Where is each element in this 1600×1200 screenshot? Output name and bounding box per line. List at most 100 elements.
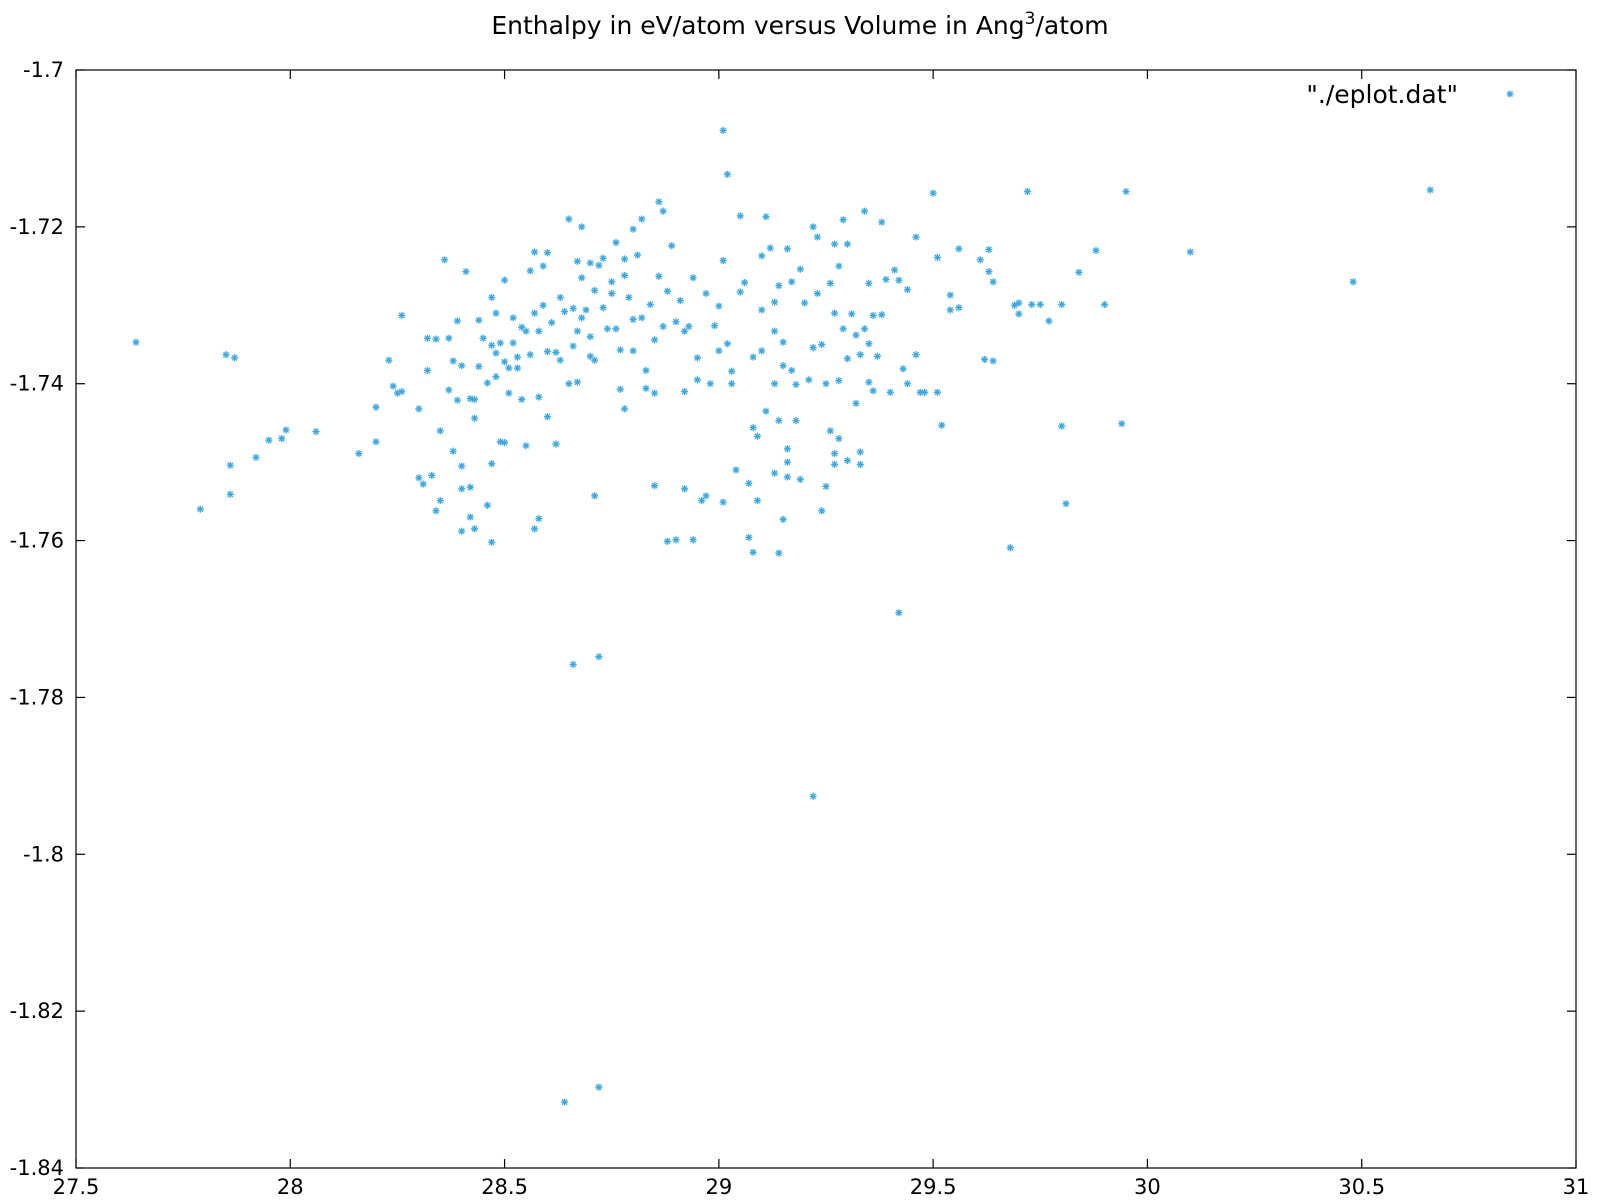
data-point: [719, 126, 727, 134]
data-point: [980, 355, 989, 364]
data-point: [813, 289, 822, 298]
data-point: [552, 440, 560, 448]
data-point: [509, 314, 517, 322]
data-point: [586, 333, 594, 341]
data-point: [749, 548, 757, 556]
data-point: [685, 322, 693, 331]
data-point: [599, 254, 607, 262]
data-point: [818, 507, 826, 515]
data-point: [513, 353, 522, 361]
data-point: [398, 311, 406, 320]
data-point: [650, 389, 659, 397]
data-point: [633, 251, 642, 259]
data-point: [1186, 248, 1194, 256]
data-point: [466, 513, 474, 521]
y-tick-label: -1.84: [10, 1156, 64, 1180]
data-point: [830, 449, 839, 458]
data-point: [509, 339, 517, 347]
data-point: [766, 244, 774, 252]
data-point: [603, 325, 612, 333]
x-tick-label: 28: [277, 1175, 304, 1199]
data-point: [608, 278, 616, 286]
data-point: [869, 311, 877, 320]
data-point: [569, 342, 577, 350]
data-point: [1006, 544, 1014, 552]
data-point: [728, 367, 736, 375]
data-point: [740, 278, 749, 287]
data-point: [989, 278, 997, 286]
y-tick-label: -1.76: [10, 529, 64, 553]
data-point: [569, 304, 577, 313]
data-point: [796, 265, 804, 273]
data-point: [458, 362, 466, 370]
data-point: [608, 289, 616, 298]
data-point: [518, 395, 526, 403]
data-point: [522, 442, 530, 450]
data-point: [809, 792, 817, 800]
data-point: [423, 366, 432, 374]
data-point: [436, 496, 444, 505]
data-point: [929, 189, 937, 197]
data-point: [895, 276, 903, 284]
data-point: [783, 445, 792, 453]
data-point: [758, 252, 766, 260]
data-point: [822, 380, 830, 388]
data-point: [668, 242, 676, 250]
data-point: [659, 207, 667, 215]
y-tick-label: -1.74: [10, 372, 64, 396]
data-point: [1015, 299, 1023, 307]
data-point: [595, 261, 603, 269]
data-point: [680, 387, 689, 396]
data-point: [453, 317, 462, 325]
data-point: [779, 515, 787, 523]
y-tick-label: -1.8: [23, 842, 64, 866]
data-point: [569, 660, 577, 669]
data-point: [573, 327, 582, 335]
data-point: [282, 426, 290, 434]
data-point: [839, 325, 847, 333]
data-point: [1118, 420, 1126, 428]
data-point: [230, 354, 239, 362]
data-point: [483, 501, 492, 509]
data-point: [878, 218, 886, 226]
data-point: [852, 399, 860, 407]
data-point: [132, 338, 140, 346]
data-point: [770, 327, 779, 335]
data-point: [1349, 278, 1357, 286]
data-point: [449, 447, 457, 455]
data-point: [445, 334, 453, 342]
data-point: [470, 525, 479, 533]
data-point: [492, 373, 500, 381]
data-point: [500, 358, 509, 366]
data-point: [312, 427, 320, 436]
data-point: [638, 314, 646, 322]
data-point: [492, 309, 500, 317]
data-point: [830, 240, 839, 248]
data-point: [938, 421, 946, 429]
data-point: [573, 378, 582, 386]
data-point: [578, 274, 586, 282]
data-point: [479, 334, 487, 342]
data-point: [715, 302, 723, 310]
data-point: [620, 255, 629, 263]
data-point: [826, 279, 834, 287]
data-point: [475, 362, 483, 371]
x-tick-label: 27.5: [53, 1175, 100, 1199]
legend-label: "./eplot.dat": [1306, 80, 1458, 109]
data-point: [985, 246, 993, 254]
data-point: [809, 223, 817, 231]
data-point: [899, 365, 907, 373]
data-point: [826, 427, 834, 435]
data-point: [252, 453, 260, 462]
data-point: [792, 416, 800, 425]
data-point: [629, 315, 637, 324]
data-point: [629, 347, 637, 355]
data-point: [488, 293, 496, 302]
data-point: [625, 293, 633, 302]
data-point: [586, 259, 594, 267]
x-tick-label: 30: [1134, 1175, 1161, 1199]
data-point: [650, 336, 659, 344]
data-point: [783, 245, 792, 253]
data-point: [813, 233, 822, 241]
data-point: [878, 311, 886, 319]
